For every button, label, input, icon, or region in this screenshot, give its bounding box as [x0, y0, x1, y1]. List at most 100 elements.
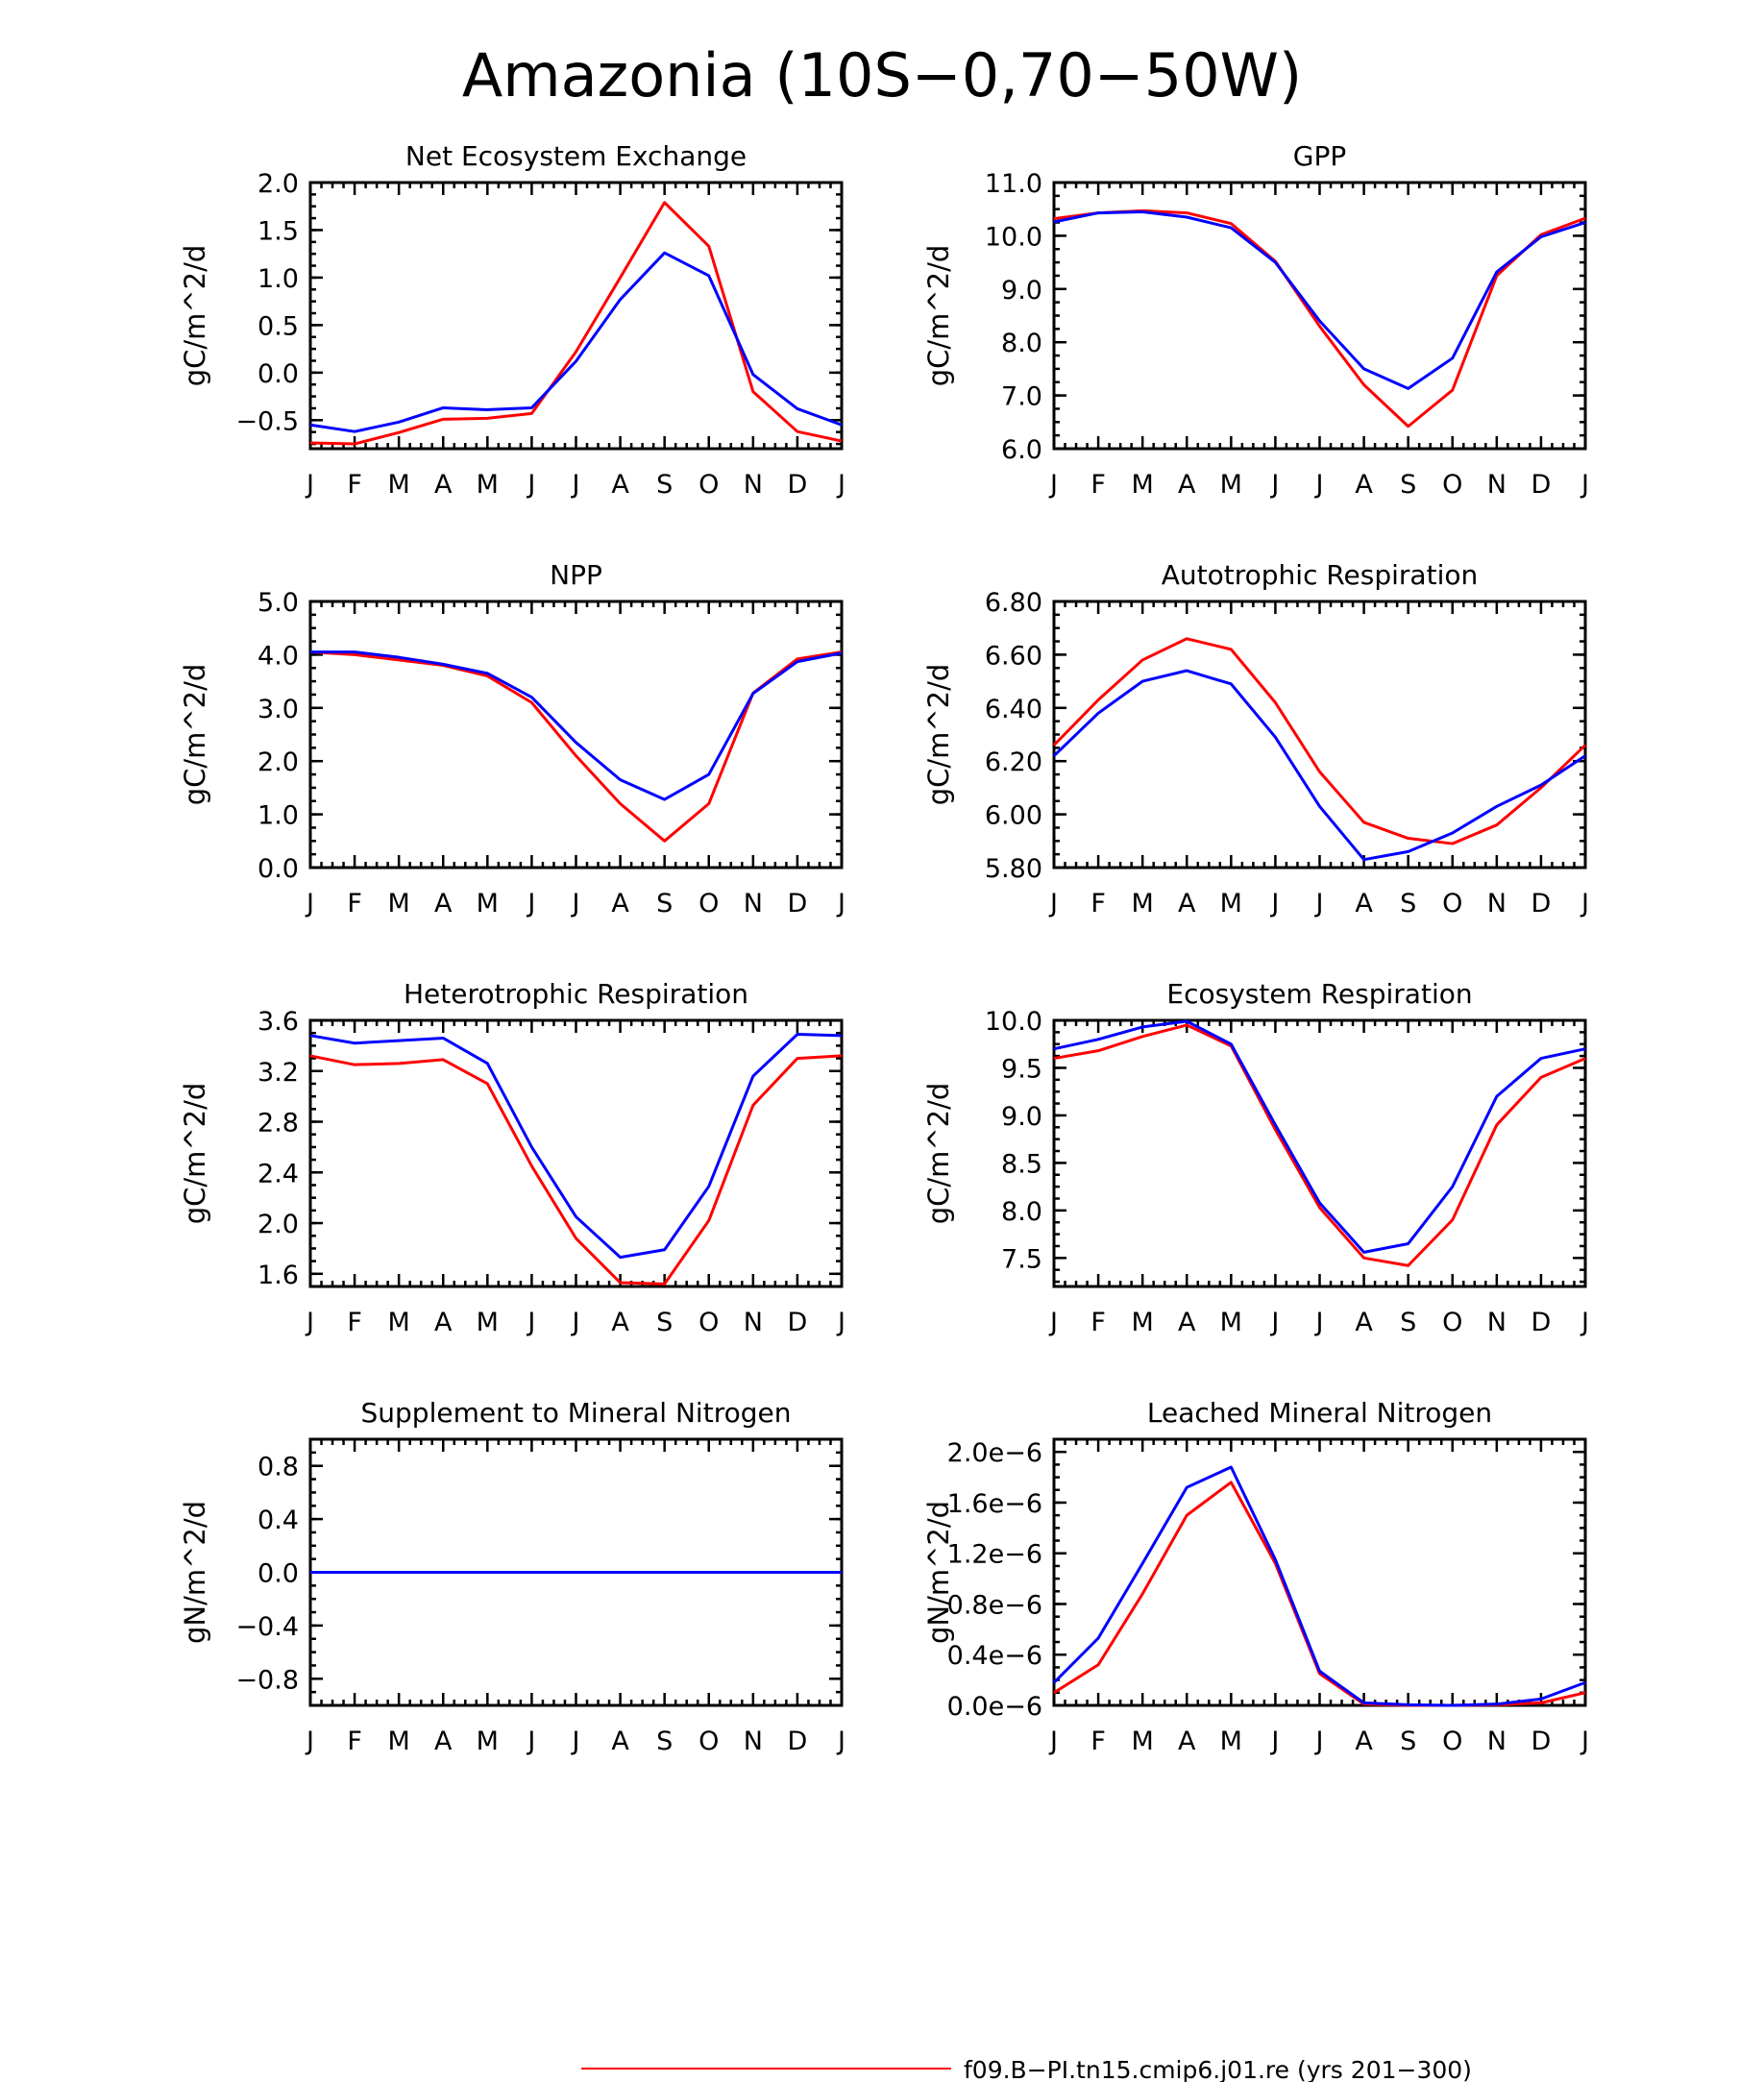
- series-line-blue: [1053, 209, 1586, 390]
- x-tick-label: N: [744, 470, 763, 500]
- x-tick-label: J: [836, 1727, 845, 1756]
- series-line-red: [309, 650, 843, 843]
- y-axis-label: gC/m^2/d: [922, 664, 955, 806]
- x-tick-label: M: [388, 1308, 410, 1337]
- x-tick-label: J: [1269, 1308, 1279, 1337]
- x-tick-label: N: [1487, 889, 1507, 919]
- x-tick-label: J: [1269, 1727, 1279, 1756]
- x-tick-label: A: [1178, 1308, 1196, 1337]
- plot-frame: [308, 1018, 844, 1288]
- y-tick-label: 1.0: [257, 801, 299, 831]
- y-tick-label: 10.0: [985, 222, 1042, 252]
- x-tick-label: S: [656, 1727, 673, 1756]
- y-tick-label: 5.80: [985, 854, 1042, 884]
- series-line-red: [309, 201, 843, 446]
- x-tick-label: J: [1314, 889, 1324, 919]
- series-line-blue: [1052, 1465, 1586, 1707]
- x-tick-label: J: [1580, 1308, 1589, 1337]
- panel-title: Ecosystem Respiration: [1166, 978, 1472, 1010]
- x-tick-label: F: [1090, 1308, 1106, 1337]
- x-tick-label: J: [526, 1727, 535, 1756]
- x-tick-label: D: [788, 1308, 808, 1337]
- x-tick-label: M: [1220, 1308, 1242, 1337]
- x-tick-label: O: [698, 889, 719, 919]
- plot-frame: [308, 181, 844, 451]
- x-tick-label: J: [836, 889, 845, 919]
- x-tick-label: O: [1442, 889, 1462, 919]
- y-tick-label: 0.0: [257, 854, 299, 884]
- y-tick-label: 0.4e−6: [947, 1641, 1042, 1671]
- legend-label-red: f09.B−PI.tn15.cmip6.j01.re (yrs 201−300): [964, 2056, 1472, 2082]
- x-tick-label: S: [1400, 470, 1416, 500]
- x-tick-label: J: [1269, 889, 1279, 919]
- y-axis-label: gC/m^2/d: [179, 664, 211, 806]
- y-tick-label: 0.4: [257, 1506, 299, 1535]
- series-line-blue: [309, 251, 843, 433]
- y-tick-label: 6.00: [985, 801, 1042, 831]
- x-tick-label: J: [571, 889, 580, 919]
- x-tick-label: F: [347, 889, 362, 919]
- x-tick-label: S: [1400, 889, 1416, 919]
- x-tick-label: M: [477, 1308, 499, 1337]
- x-tick-label: J: [571, 470, 580, 500]
- x-tick-label: D: [1531, 1308, 1552, 1337]
- y-tick-label: 1.5: [257, 216, 299, 246]
- x-tick-label: J: [1048, 1308, 1058, 1337]
- y-tick-label: 6.0: [1001, 435, 1042, 465]
- y-tick-label: 1.0: [257, 264, 299, 294]
- y-tick-label: 8.0: [1001, 1197, 1042, 1227]
- figure-title: Amazonia (10S−0,70−50W): [462, 40, 1302, 110]
- series-line-red: [309, 1054, 843, 1286]
- x-tick-label: D: [1531, 889, 1552, 919]
- x-tick-label: M: [1132, 470, 1154, 500]
- x-tick-label: A: [1355, 1727, 1373, 1756]
- y-tick-label: 9.0: [1001, 276, 1042, 306]
- x-tick-label: J: [305, 470, 314, 500]
- x-tick-label: O: [1442, 1308, 1462, 1337]
- y-tick-label: 2.0: [257, 1210, 299, 1239]
- x-tick-label: F: [347, 1727, 362, 1756]
- x-tick-label: D: [1531, 1727, 1552, 1756]
- x-tick-label: A: [434, 1727, 453, 1756]
- plot-frame: [308, 600, 844, 870]
- x-tick-label: J: [526, 1308, 535, 1337]
- y-axis-label: gC/m^2/d: [179, 245, 211, 387]
- x-tick-label: S: [656, 470, 673, 500]
- series-line-blue: [1052, 669, 1586, 862]
- x-tick-label: A: [1178, 1727, 1196, 1756]
- x-tick-label: O: [1442, 1727, 1462, 1756]
- x-tick-label: F: [1090, 1727, 1106, 1756]
- x-tick-label: S: [656, 1308, 673, 1337]
- x-tick-label: J: [836, 1308, 845, 1337]
- x-tick-label: N: [1487, 1727, 1507, 1756]
- x-tick-label: F: [347, 470, 362, 500]
- x-tick-label: J: [1580, 889, 1589, 919]
- y-tick-label: 7.5: [1001, 1244, 1042, 1274]
- y-tick-label: 1.6e−6: [947, 1489, 1042, 1519]
- y-tick-label: 4.0: [257, 641, 299, 671]
- x-tick-label: D: [788, 889, 808, 919]
- y-tick-label: 8.5: [1001, 1149, 1042, 1179]
- plot-frame: [1052, 600, 1587, 870]
- x-tick-label: A: [611, 1727, 629, 1756]
- y-tick-label: 3.2: [257, 1058, 299, 1088]
- x-tick-label: A: [611, 1308, 629, 1337]
- x-tick-label: J: [1048, 470, 1058, 500]
- x-tick-label: D: [788, 470, 808, 500]
- series-line-blue: [309, 1033, 843, 1260]
- y-tick-label: 6.40: [985, 695, 1042, 724]
- x-tick-label: M: [477, 470, 499, 500]
- x-tick-label: O: [698, 470, 719, 500]
- x-tick-label: N: [744, 1308, 763, 1337]
- y-tick-label: 3.0: [257, 695, 299, 724]
- y-tick-label: 0.0: [257, 1559, 299, 1589]
- x-tick-label: J: [526, 470, 535, 500]
- x-tick-label: S: [656, 889, 673, 919]
- x-tick-label: N: [744, 889, 763, 919]
